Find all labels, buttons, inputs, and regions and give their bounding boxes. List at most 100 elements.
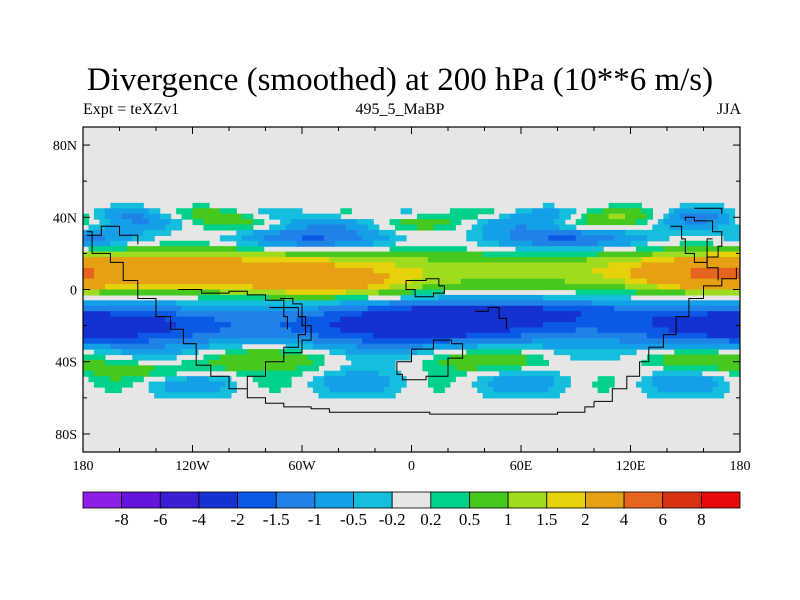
field-cell <box>427 257 588 264</box>
field-cell <box>323 376 391 383</box>
field-cell <box>104 213 122 220</box>
field-cell <box>657 387 714 394</box>
field-cell <box>318 305 369 312</box>
field-cell <box>291 327 341 334</box>
field-cell <box>280 219 292 226</box>
field-cell <box>466 235 484 242</box>
field-cell <box>285 251 484 258</box>
y-tick-label: 40S <box>55 356 77 371</box>
field-cell <box>154 365 226 372</box>
field-cell <box>329 387 385 394</box>
field-cell <box>597 387 610 394</box>
field-cell <box>630 240 648 247</box>
field-cell <box>400 219 451 226</box>
field-cell <box>559 208 577 215</box>
field-cell <box>340 365 396 372</box>
field-cell <box>389 235 407 242</box>
field-cell <box>411 305 544 312</box>
field-cell <box>208 359 314 366</box>
field-cell <box>83 289 101 296</box>
field-cell <box>477 387 495 394</box>
field-cell <box>510 235 549 242</box>
field-cell <box>586 208 604 215</box>
season-label: JJA <box>716 101 741 118</box>
field-cell <box>400 208 413 215</box>
field-cell <box>83 338 150 345</box>
field-cell <box>93 208 106 215</box>
x-tick-label: 180 <box>73 459 94 474</box>
field-cell <box>83 213 90 220</box>
field-cell <box>635 246 664 253</box>
field-cell <box>296 316 341 323</box>
field-cell <box>553 381 571 388</box>
field-cell <box>625 229 740 236</box>
field-cell <box>586 213 610 220</box>
colorbar-level-label: -6 <box>153 510 168 529</box>
field-cell <box>329 349 347 356</box>
field-cell <box>482 251 599 258</box>
field-cell <box>449 354 528 361</box>
field-cell <box>679 284 740 291</box>
field-cell <box>208 376 232 383</box>
field-cell <box>269 213 341 220</box>
field-cell <box>345 224 369 231</box>
colorbar-swatch <box>507 491 548 509</box>
field-cell <box>641 257 675 264</box>
field-cell <box>351 359 396 366</box>
field-cell <box>668 213 681 220</box>
field-cell <box>203 224 254 231</box>
field-cell <box>208 343 243 350</box>
colorbar-swatch <box>353 491 393 509</box>
field-cell <box>625 284 659 291</box>
field-cell <box>148 381 166 388</box>
field-cell <box>389 376 407 383</box>
field-cell <box>422 343 478 350</box>
field-cell <box>83 359 106 366</box>
field-cell <box>592 381 615 388</box>
field-cell <box>192 332 320 339</box>
field-cell <box>197 294 270 301</box>
coastline-segment <box>670 216 723 263</box>
field-cell <box>176 300 341 307</box>
field-cell <box>126 246 237 253</box>
field-cell <box>269 387 281 394</box>
field-cell <box>312 338 363 345</box>
field-cell <box>214 316 298 323</box>
field-cell <box>685 219 708 226</box>
field-cell <box>608 213 626 220</box>
field-cell <box>652 322 740 329</box>
field-cell <box>181 359 210 366</box>
field-cell <box>329 257 429 264</box>
field-cell <box>176 311 325 318</box>
field-cell <box>559 224 577 231</box>
coastline-segment <box>475 307 507 330</box>
field-cell <box>575 316 653 323</box>
x-tick-label: 60E <box>510 459 533 474</box>
field-cell <box>389 219 402 226</box>
field-cell <box>575 289 637 296</box>
field-cell <box>165 316 215 323</box>
field-cell <box>581 311 708 318</box>
field-cell <box>510 327 577 334</box>
field-cell <box>148 370 177 377</box>
field-cell <box>159 240 210 247</box>
field-cell <box>526 354 544 361</box>
field-cell <box>93 349 122 356</box>
field-cell <box>121 213 144 220</box>
coastline-segment <box>177 289 307 389</box>
field-cell <box>241 213 254 220</box>
field-cell <box>718 381 730 388</box>
field-cell <box>400 294 440 301</box>
field-cell <box>137 332 194 339</box>
divergence-field <box>83 127 740 452</box>
field-cell <box>422 267 593 274</box>
field-cell <box>83 257 243 264</box>
field-cell <box>707 219 730 226</box>
field-cell <box>203 219 254 226</box>
colorbar-swatch <box>469 491 509 509</box>
field-cell <box>236 370 303 377</box>
field-cell <box>646 213 653 220</box>
field-cell <box>422 365 456 372</box>
field-cell <box>219 289 287 296</box>
field-cell <box>192 213 243 220</box>
